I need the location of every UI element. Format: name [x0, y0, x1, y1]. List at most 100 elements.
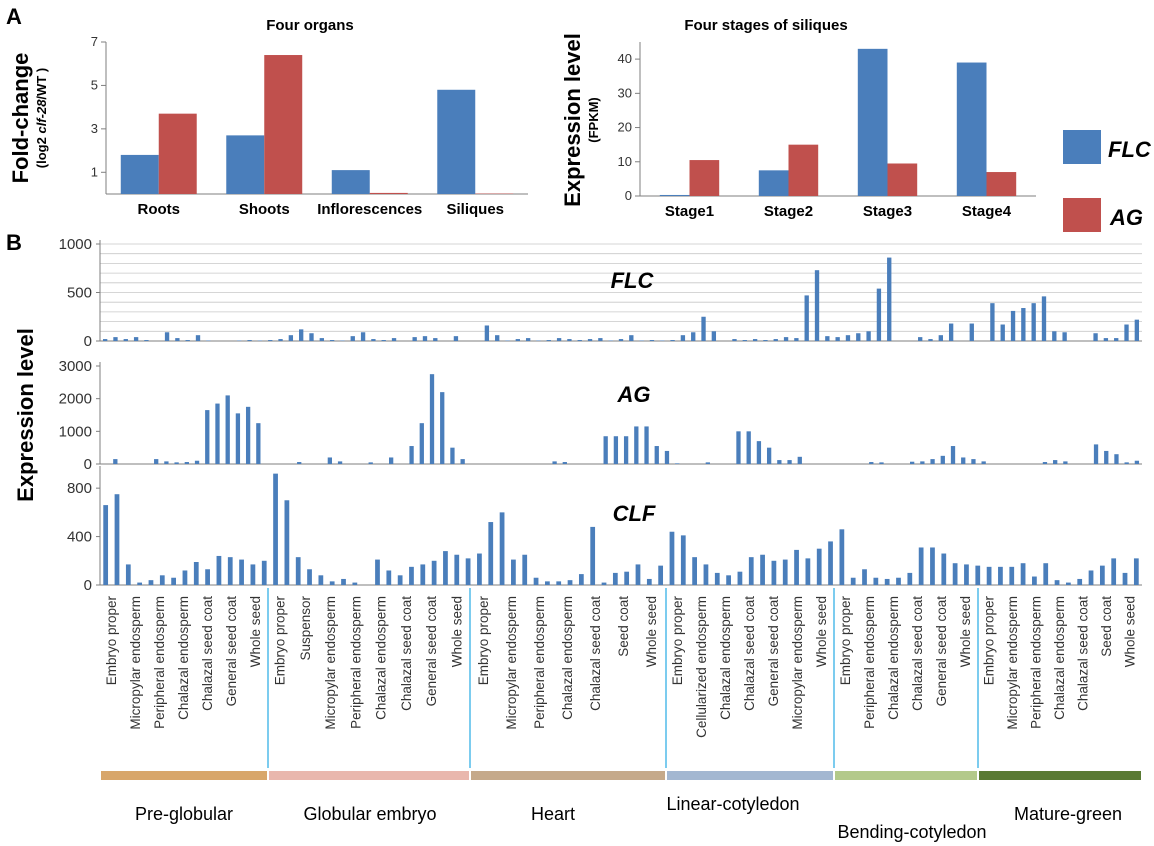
bar-ag: [654, 446, 659, 464]
bar-flc: [845, 335, 851, 341]
bar-clf: [794, 549, 799, 585]
y-tick-label: 0: [84, 456, 92, 473]
tissue-label: Embryo proper: [104, 596, 119, 686]
bar-ag: [1042, 462, 1048, 464]
tissue-label: Chalazal seed coat: [910, 596, 925, 711]
bar-ag: [460, 459, 465, 464]
stage-band-heart: [471, 771, 665, 780]
bar-flc-inflorescences: [331, 170, 370, 194]
bar-clf: [748, 557, 754, 585]
bar-clf: [499, 512, 505, 585]
bar-flc: [453, 336, 459, 341]
bar-ag: [613, 436, 619, 464]
bar-ag: [797, 456, 802, 464]
x-tick-label: Stage2: [764, 203, 813, 220]
bar-clf: [250, 564, 256, 585]
bar-ag-stage2: [788, 144, 819, 196]
bar-clf: [884, 578, 890, 585]
plot-area: 0 10 20 30 40 Stage1 Stage2 Stage3 Stage4: [618, 42, 1036, 220]
bar-clf: [771, 560, 777, 585]
bar-clf: [318, 575, 324, 585]
row-label: FLC: [611, 268, 655, 293]
bar-flc-roots: [120, 154, 159, 194]
bar-ag: [205, 410, 210, 464]
bar-clf: [556, 581, 562, 585]
bar-flc: [381, 340, 386, 341]
bar-ag: [971, 459, 976, 464]
tissue-label: Chalazal endosperm: [374, 596, 389, 720]
bar-flc: [299, 329, 304, 341]
bar-clf: [488, 522, 494, 585]
bar-clf: [1099, 565, 1105, 585]
bar-flc: [175, 338, 180, 341]
bar-flc: [1103, 338, 1109, 341]
bar-flc: [1124, 324, 1129, 341]
bar-ag: [1124, 462, 1129, 464]
tissue-label: Embryo proper: [273, 596, 288, 686]
bar-ag: [113, 459, 118, 464]
y-tick-label: 0: [84, 333, 92, 350]
tissue-label: General seed coat: [424, 596, 439, 707]
bar-clf: [692, 557, 697, 585]
bar-clf: [601, 582, 607, 585]
bar-ag: [1093, 444, 1099, 464]
bar-ag: [746, 431, 751, 464]
row-label: AG: [617, 382, 651, 407]
bar-flc: [412, 337, 417, 341]
bar-flc: [319, 338, 324, 341]
plot-area: 1 3 5 7 Roots Shoots Inflorescences Siliques: [91, 34, 528, 218]
bar-clf: [624, 571, 630, 585]
panel-b-y-axis-label: Expression level: [13, 328, 38, 502]
bar-clf: [409, 566, 414, 585]
bar-clf: [760, 554, 765, 585]
tissue-label: Whole seed: [814, 596, 829, 667]
bar-flc: [711, 331, 717, 341]
bar-ag-stage3: [887, 163, 918, 196]
bar-row-ag: 0 1000 2000 3000 AG: [59, 358, 1142, 473]
bar-ag: [164, 461, 169, 464]
bar-flc: [371, 339, 376, 341]
bar-flc: [433, 338, 438, 341]
bar-flc: [918, 337, 923, 341]
bar-flc: [618, 339, 624, 341]
y-tick-label: 500: [67, 285, 92, 302]
tissue-label: Seed coat: [616, 596, 631, 657]
y-axis-label-sub: (log2 clf-28/WT ): [34, 68, 49, 168]
tissue-label: Chalazal endosperm: [176, 596, 191, 720]
bar-ag: [256, 423, 261, 464]
bar-ag: [940, 455, 945, 464]
bar-ag-inflorescences: [369, 192, 408, 194]
bar-clf: [930, 547, 935, 585]
bar-flc-stage3: [857, 48, 888, 196]
bar-ag: [235, 413, 241, 464]
x-tick-label: Inflorescences: [317, 201, 422, 218]
bar-ag: [787, 460, 792, 464]
tissue-label: Peripheral endosperm: [862, 596, 877, 729]
y-tick-label: 1: [91, 164, 98, 179]
tissue-label: Chalazal seed coat: [399, 596, 414, 711]
bar-flc: [360, 332, 366, 341]
bar-ag: [869, 462, 874, 464]
bar-clf: [669, 531, 675, 585]
bar-clf: [511, 559, 516, 585]
tissue-label: Embryo proper: [838, 596, 853, 686]
bar-ag: [562, 462, 567, 464]
legend-swatch-flc: [1063, 130, 1101, 164]
bar-flc: [422, 336, 428, 341]
bar-flc: [701, 316, 706, 341]
bar-ag: [327, 457, 332, 464]
bar-flc: [680, 335, 686, 341]
y-tick-label: 5: [91, 77, 98, 92]
tissue-label: Chalazal endosperm: [560, 596, 575, 720]
bar-flc-stage4: [956, 62, 987, 197]
bar-flc: [195, 335, 201, 341]
y-tick-label: 40: [618, 51, 632, 66]
bar-ag: [634, 426, 639, 464]
bar-flc: [164, 332, 170, 341]
stage-label: Globular embryo: [303, 804, 436, 824]
bar-ag: [297, 462, 302, 464]
y-axis-label: Expression level (FPKM): [560, 33, 601, 207]
bar-clf: [431, 560, 437, 585]
stage-band-bending-cotyledon: [835, 771, 977, 780]
bar-flc: [185, 340, 190, 341]
